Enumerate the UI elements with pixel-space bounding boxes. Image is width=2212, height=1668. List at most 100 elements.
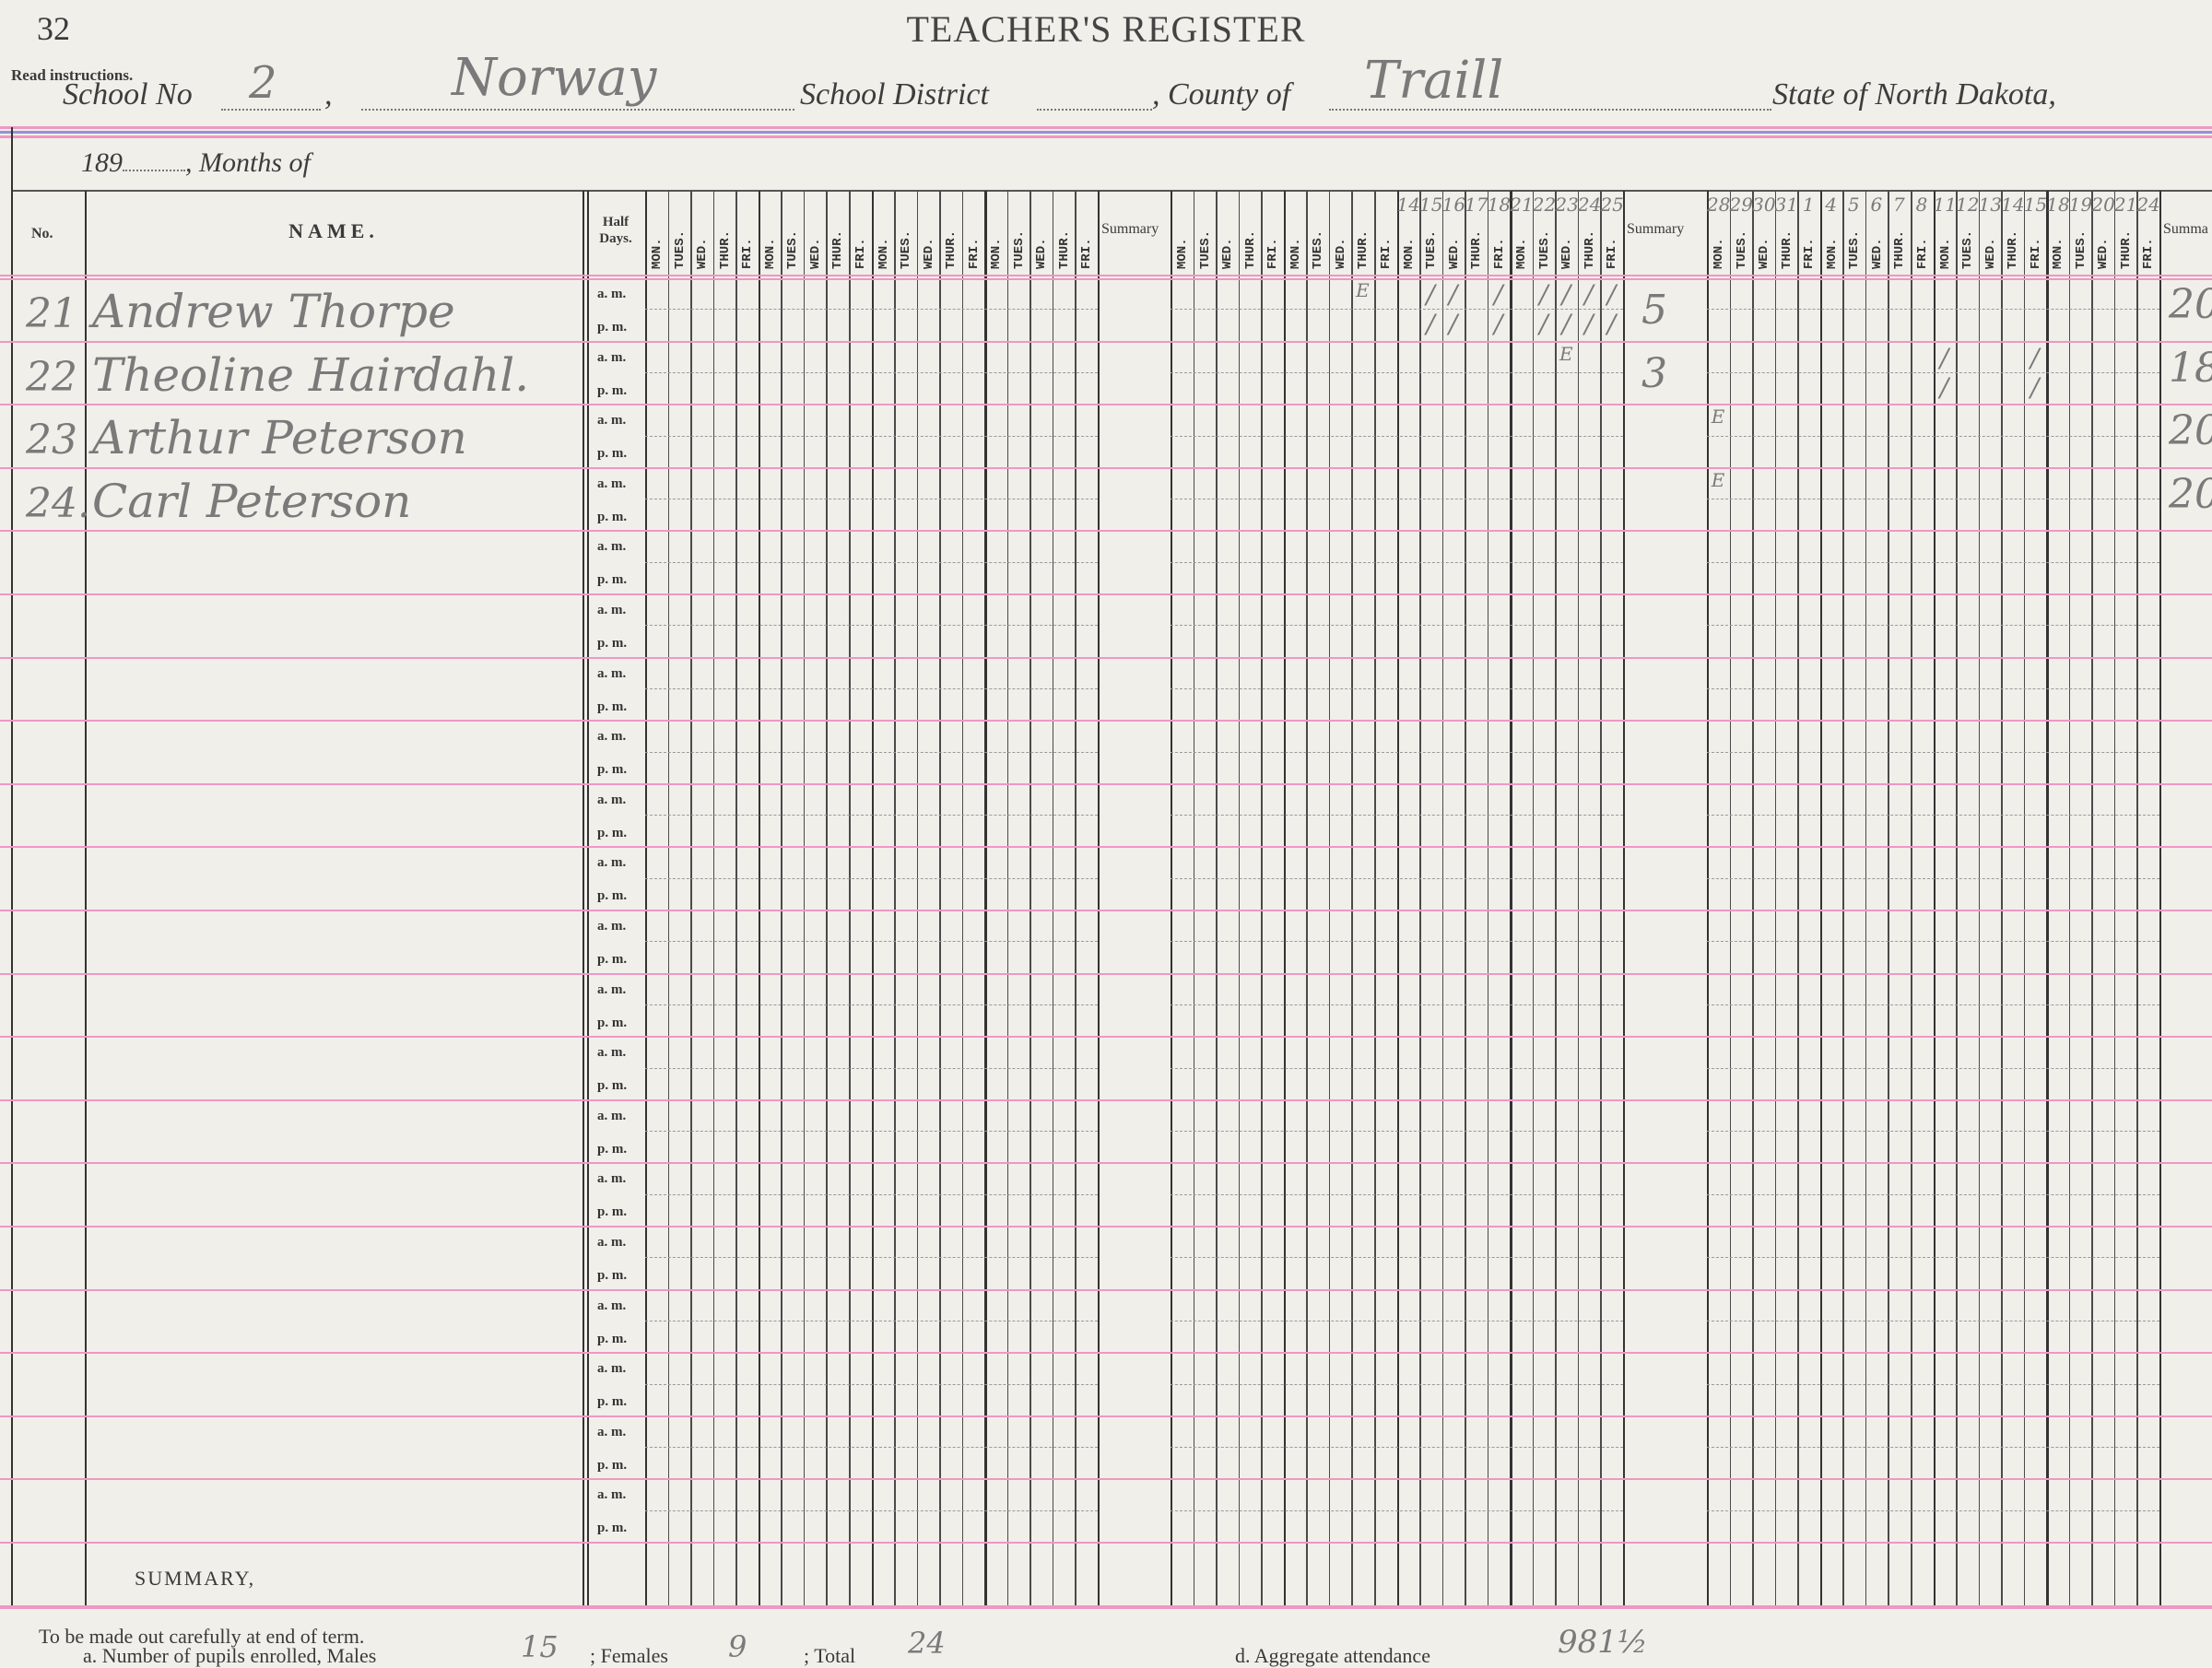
day-column-divider: [894, 191, 896, 1608]
year-dotted-line: [123, 170, 185, 171]
footer-aggregate-label: d. Aggregate attendance: [1235, 1644, 1430, 1667]
half-day-divider: [645, 1383, 1098, 1385]
row-rule: [0, 656, 2212, 659]
day-number: 1: [1802, 194, 1815, 216]
weekday-label: WED.: [2096, 238, 2112, 269]
am-label: a. m.: [597, 1171, 627, 1187]
half-day-divider: [1707, 1193, 2159, 1195]
half-day-divider: [645, 1193, 1098, 1195]
attendance-mark: /: [1606, 279, 1617, 310]
school-no-dotted-line: [221, 109, 321, 111]
attendance-mark: E: [1711, 405, 1725, 429]
top-rule-band: [0, 126, 2212, 138]
day-column-divider: [1577, 191, 1580, 1608]
half-day-divider: [1171, 751, 1623, 753]
day-number: 21: [2113, 194, 2138, 216]
pm-label: p. m.: [597, 825, 628, 840]
weekday-label: FRI.: [2141, 238, 2157, 269]
half-day-divider: [1171, 1131, 1623, 1133]
weekday-label: WED.: [1869, 238, 1885, 269]
day-number: 7: [1893, 194, 1905, 216]
school-no-value: 2: [249, 57, 277, 109]
half-day-divider: [645, 941, 1098, 943]
attendance-mark: /: [1426, 309, 1435, 339]
weekday-label: FRI.: [966, 238, 982, 269]
half-day-divider: [645, 625, 1098, 627]
half-day-divider: [1171, 561, 1623, 563]
day-column-divider: [2091, 191, 2093, 1608]
am-label: a. m.: [597, 1235, 627, 1250]
student-name: Carl Peterson: [92, 474, 412, 528]
day-number: 11: [1933, 194, 1957, 216]
weekday-label: TUES.: [1311, 229, 1326, 269]
half-day-divider: [645, 751, 1098, 753]
row-rule: [0, 340, 2212, 343]
half-day-divider: [1707, 1447, 2159, 1449]
row-rule: [0, 1352, 2212, 1355]
half-day-divider: [1707, 877, 2159, 879]
footer-females-label: ; Females: [590, 1644, 668, 1667]
half-day-divider: [1707, 687, 2159, 689]
am-label: a. m.: [597, 349, 627, 365]
day-column-divider: [1532, 191, 1535, 1608]
day-column-divider: [871, 191, 874, 1608]
attendance-mark: /: [1448, 309, 1458, 339]
student-name: Theoline Hairdahl.: [92, 347, 530, 402]
am-label: a. m.: [597, 539, 627, 555]
weekday-label: FRI.: [2028, 238, 2043, 269]
day-column-divider: [758, 191, 761, 1608]
student-name: Arthur Peterson: [92, 411, 467, 465]
weekday-label: TUES.: [1424, 229, 1440, 269]
half-day-divider: [645, 1447, 1098, 1449]
am-label: a. m.: [597, 855, 627, 871]
half-day-divider: [1171, 1193, 1623, 1195]
pm-label: p. m.: [597, 446, 628, 462]
row-rule: [0, 1036, 2212, 1039]
half-day-divider: [645, 561, 1098, 563]
day-column-divider: [2068, 191, 2071, 1608]
row-rule: [0, 1226, 2212, 1228]
attendance-mark: /: [1561, 309, 1571, 339]
half-day-divider: [1707, 941, 2159, 943]
weekday-label: WED.: [1446, 238, 1462, 269]
day-number: 28: [1707, 194, 1731, 216]
pm-label: p. m.: [597, 320, 628, 335]
day-number: 19: [2068, 194, 2093, 216]
half-day-divider: [1707, 1067, 2159, 1069]
am-label: a. m.: [597, 729, 627, 745]
weekday-label: THUR.: [1356, 229, 1371, 269]
day-column-divider: [1216, 191, 1218, 1608]
day-column-divider: [781, 191, 782, 1608]
weekday-label: TUES.: [672, 229, 688, 269]
am-label: a. m.: [597, 476, 627, 491]
weekday-label: MON.: [1824, 238, 1840, 269]
day-number: 14: [2001, 194, 2025, 216]
pm-label: p. m.: [597, 1394, 628, 1410]
half-day-divider: [645, 1131, 1098, 1133]
footer-females-value: 9: [728, 1629, 747, 1664]
day-column-divider: [916, 191, 919, 1608]
half-day-divider: [645, 371, 1098, 373]
term-summary: 18: [2169, 344, 2212, 392]
pm-label: p. m.: [597, 382, 628, 398]
weekday-label: FRI.: [1491, 238, 1507, 269]
pm-label: p. m.: [597, 636, 628, 651]
day-column-divider: [803, 191, 806, 1608]
day-column-divider: [1006, 191, 1009, 1608]
day-column-divider: [1261, 191, 1263, 1608]
day-column-divider: [1283, 191, 1287, 1608]
half-day-divider: [645, 815, 1098, 816]
weekday-label: TUES.: [2073, 229, 2088, 269]
day-number: 25: [1600, 194, 1624, 216]
day-column-divider: [667, 191, 670, 1608]
weekday-label: THUR.: [830, 229, 846, 269]
weekday-label: THUR.: [1242, 229, 1258, 269]
row-rule: [0, 530, 2212, 533]
row-rule: [0, 1098, 2212, 1101]
day-column-divider: [1978, 191, 1981, 1608]
pm-label: p. m.: [597, 572, 628, 588]
header-no: No.: [31, 226, 53, 241]
day-column-divider: [1752, 191, 1754, 1608]
pm-label: p. m.: [597, 888, 628, 904]
half-day-divider: [645, 435, 1098, 437]
